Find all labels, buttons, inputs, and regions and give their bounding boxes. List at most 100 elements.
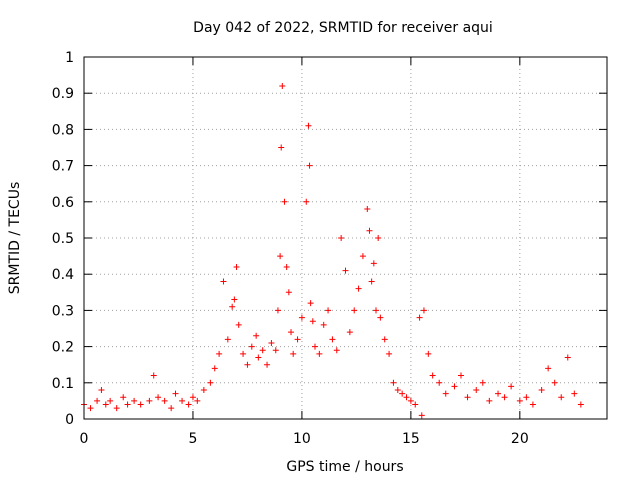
data-point (373, 307, 380, 314)
y-axis-label: SRMTID / TECUs (7, 182, 23, 295)
data-point (113, 405, 120, 412)
data-point (253, 332, 260, 339)
data-point (571, 390, 578, 397)
data-point (120, 394, 127, 401)
y-tick-label: 0 (65, 412, 74, 428)
data-point (394, 387, 401, 394)
data-point (377, 314, 384, 321)
data-point (306, 162, 313, 169)
data-point (305, 122, 312, 129)
data-point (124, 401, 131, 408)
data-point (342, 267, 349, 274)
data-point (290, 350, 297, 357)
y-tick-label: 0.9 (52, 86, 74, 102)
data-point (150, 372, 157, 379)
data-point (168, 405, 175, 412)
data-point (189, 394, 196, 401)
data-point (207, 379, 214, 386)
data-point (278, 144, 285, 151)
data-point (161, 397, 168, 404)
data-point (137, 401, 144, 408)
data-point (538, 387, 545, 394)
x-axis-label: GPS time / hours (286, 459, 403, 475)
grid (84, 57, 607, 419)
y-tick-label: 0.6 (52, 195, 74, 211)
data-point (179, 397, 186, 404)
data-point (240, 350, 247, 357)
data-point (264, 361, 271, 368)
data-point (473, 387, 480, 394)
data-point (359, 253, 366, 260)
data-point (338, 235, 345, 241)
data-point (390, 379, 397, 386)
data-point (457, 372, 464, 379)
data-point (294, 336, 301, 343)
data-point (172, 390, 179, 397)
data-point (355, 285, 362, 292)
y-tick-label: 0.3 (52, 303, 74, 319)
data-point (564, 354, 571, 361)
data-point (375, 235, 382, 241)
data-point (403, 394, 410, 401)
data-point (442, 390, 449, 397)
data-point (259, 347, 266, 354)
data-point (479, 379, 486, 386)
data-point (381, 336, 388, 343)
data-point (285, 289, 292, 296)
data-point (102, 401, 109, 408)
data-point (407, 397, 414, 404)
x-tick-label: 10 (293, 431, 311, 447)
data-point (523, 394, 530, 401)
data-point (277, 253, 284, 260)
data-point (272, 347, 279, 354)
data-point (268, 339, 275, 346)
data-point (244, 361, 251, 368)
y-tick-label: 0.7 (52, 159, 74, 175)
data-point (418, 412, 425, 419)
data-point (283, 263, 290, 270)
data-point (298, 314, 305, 321)
data-point (94, 397, 101, 404)
axis-ticks (83, 56, 607, 420)
data-point (486, 397, 493, 404)
chart-title: Day 042 of 2022, SRMTID for receiver aqu… (193, 20, 493, 36)
data-point (224, 336, 231, 343)
data-point (558, 394, 565, 401)
data-point (420, 307, 427, 314)
data-point (311, 343, 318, 350)
data-point (508, 383, 515, 390)
x-tick-label: 0 (80, 431, 89, 447)
data-point (333, 347, 340, 354)
data-point (316, 350, 323, 357)
data-point (325, 307, 332, 314)
data-point (233, 263, 240, 270)
data-point (451, 383, 458, 390)
data-point (501, 394, 508, 401)
data-point (577, 401, 584, 408)
x-tick-label: 15 (402, 431, 420, 447)
data-point (303, 198, 310, 205)
data-point (386, 350, 393, 357)
data-point (370, 260, 377, 267)
data-point (200, 387, 207, 394)
y-tick-label: 0.5 (52, 231, 74, 247)
data-point (399, 390, 406, 397)
series-srmtid (81, 82, 584, 419)
data-point (329, 336, 336, 343)
data-point (368, 278, 375, 285)
data-point (281, 198, 288, 205)
data-point (235, 321, 242, 328)
data-points (81, 82, 584, 419)
data-point (231, 296, 238, 303)
data-point (248, 343, 255, 350)
data-point (364, 206, 371, 213)
data-point (545, 365, 552, 372)
data-point (412, 401, 419, 408)
data-point (220, 278, 227, 285)
data-point (516, 397, 523, 404)
y-tick-label: 0.8 (52, 122, 74, 138)
data-point (211, 365, 218, 372)
data-point (436, 379, 443, 386)
data-point (279, 82, 286, 89)
data-point (346, 329, 353, 336)
